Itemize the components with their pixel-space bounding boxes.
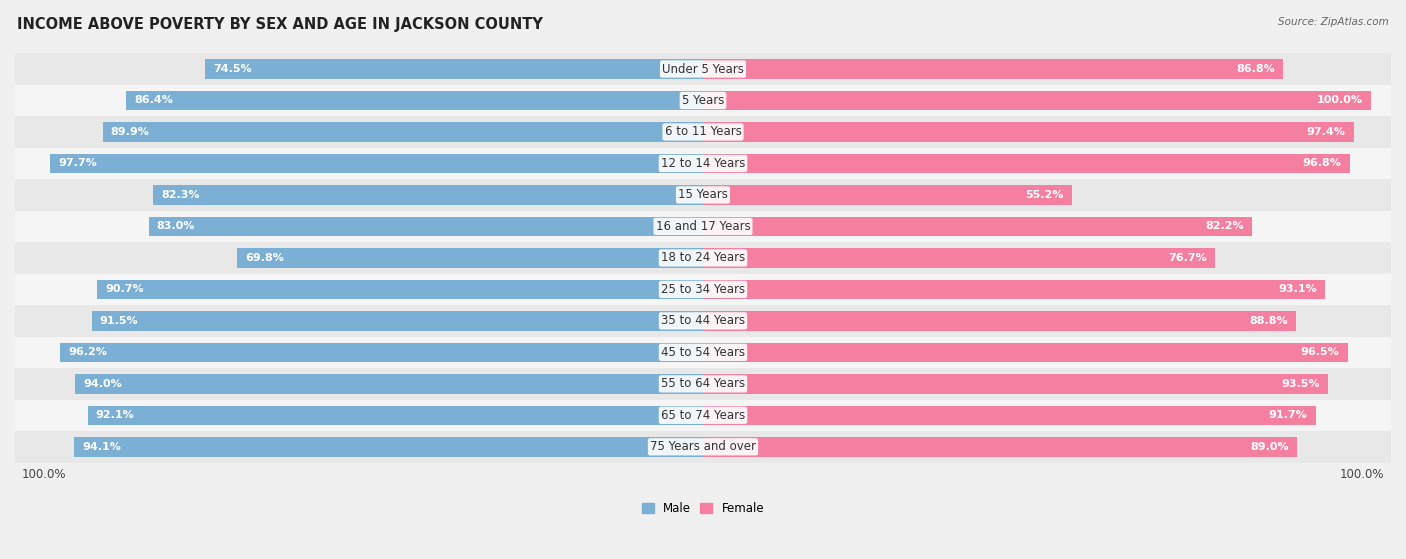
- Text: 90.7%: 90.7%: [105, 285, 143, 295]
- Bar: [103, 122, 703, 142]
- Bar: [703, 122, 1354, 142]
- Bar: [0, 242, 1406, 274]
- Text: 45 to 54 Years: 45 to 54 Years: [661, 346, 745, 359]
- Text: 89.9%: 89.9%: [111, 127, 149, 137]
- Bar: [60, 343, 703, 362]
- Text: 18 to 24 Years: 18 to 24 Years: [661, 252, 745, 264]
- Bar: [0, 179, 1406, 211]
- Bar: [703, 248, 1215, 268]
- Bar: [703, 311, 1296, 330]
- Bar: [75, 437, 703, 457]
- Text: Source: ZipAtlas.com: Source: ZipAtlas.com: [1278, 17, 1389, 27]
- Text: 35 to 44 Years: 35 to 44 Years: [661, 314, 745, 328]
- Bar: [703, 59, 1282, 79]
- Text: 15 Years: 15 Years: [678, 188, 728, 201]
- Text: 96.2%: 96.2%: [69, 347, 107, 357]
- Text: 92.1%: 92.1%: [96, 410, 135, 420]
- Text: 97.7%: 97.7%: [59, 158, 97, 168]
- Text: 96.5%: 96.5%: [1301, 347, 1340, 357]
- Bar: [0, 305, 1406, 337]
- Bar: [0, 368, 1406, 400]
- Text: 55.2%: 55.2%: [1025, 190, 1064, 200]
- Text: 100.0%: 100.0%: [1317, 96, 1362, 106]
- Bar: [0, 337, 1406, 368]
- Bar: [0, 53, 1406, 85]
- Bar: [236, 248, 703, 268]
- Text: 82.3%: 82.3%: [162, 190, 200, 200]
- Bar: [0, 431, 1406, 462]
- Text: 83.0%: 83.0%: [156, 221, 195, 231]
- Bar: [87, 406, 703, 425]
- Text: 86.8%: 86.8%: [1236, 64, 1275, 74]
- Text: 12 to 14 Years: 12 to 14 Years: [661, 157, 745, 170]
- Text: 100.0%: 100.0%: [1340, 468, 1385, 481]
- Bar: [703, 217, 1253, 236]
- Text: 93.5%: 93.5%: [1281, 379, 1319, 389]
- Text: 94.1%: 94.1%: [83, 442, 121, 452]
- Bar: [703, 437, 1298, 457]
- Text: 93.1%: 93.1%: [1278, 285, 1317, 295]
- Text: 91.7%: 91.7%: [1268, 410, 1308, 420]
- Bar: [703, 154, 1350, 173]
- Text: 97.4%: 97.4%: [1306, 127, 1346, 137]
- Text: INCOME ABOVE POVERTY BY SEX AND AGE IN JACKSON COUNTY: INCOME ABOVE POVERTY BY SEX AND AGE IN J…: [17, 17, 543, 32]
- Text: 16 and 17 Years: 16 and 17 Years: [655, 220, 751, 233]
- Text: 55 to 64 Years: 55 to 64 Years: [661, 377, 745, 390]
- Text: 89.0%: 89.0%: [1251, 442, 1289, 452]
- Bar: [0, 400, 1406, 431]
- Text: 6 to 11 Years: 6 to 11 Years: [665, 125, 741, 139]
- Bar: [703, 280, 1324, 299]
- Text: 82.2%: 82.2%: [1205, 221, 1244, 231]
- Bar: [0, 274, 1406, 305]
- Text: 65 to 74 Years: 65 to 74 Years: [661, 409, 745, 422]
- Text: 74.5%: 74.5%: [214, 64, 252, 74]
- Bar: [153, 185, 703, 205]
- Bar: [149, 217, 703, 236]
- Bar: [703, 91, 1371, 110]
- Bar: [127, 91, 703, 110]
- Text: 100.0%: 100.0%: [21, 468, 66, 481]
- Bar: [703, 185, 1071, 205]
- Bar: [75, 374, 703, 394]
- Text: 69.8%: 69.8%: [245, 253, 284, 263]
- Legend: Male, Female: Male, Female: [637, 498, 769, 520]
- Text: 86.4%: 86.4%: [134, 96, 173, 106]
- Text: Under 5 Years: Under 5 Years: [662, 63, 744, 75]
- Bar: [0, 211, 1406, 242]
- Text: 75 Years and over: 75 Years and over: [650, 440, 756, 453]
- Text: 96.8%: 96.8%: [1303, 158, 1341, 168]
- Bar: [0, 148, 1406, 179]
- Bar: [0, 85, 1406, 116]
- Text: 5 Years: 5 Years: [682, 94, 724, 107]
- Text: 94.0%: 94.0%: [83, 379, 122, 389]
- Text: 76.7%: 76.7%: [1168, 253, 1208, 263]
- Bar: [0, 116, 1406, 148]
- Bar: [703, 406, 1316, 425]
- Bar: [51, 154, 703, 173]
- Bar: [703, 343, 1347, 362]
- Bar: [97, 280, 703, 299]
- Text: 88.8%: 88.8%: [1250, 316, 1288, 326]
- Text: 25 to 34 Years: 25 to 34 Years: [661, 283, 745, 296]
- Bar: [205, 59, 703, 79]
- Bar: [703, 374, 1327, 394]
- Bar: [91, 311, 703, 330]
- Text: 91.5%: 91.5%: [100, 316, 138, 326]
